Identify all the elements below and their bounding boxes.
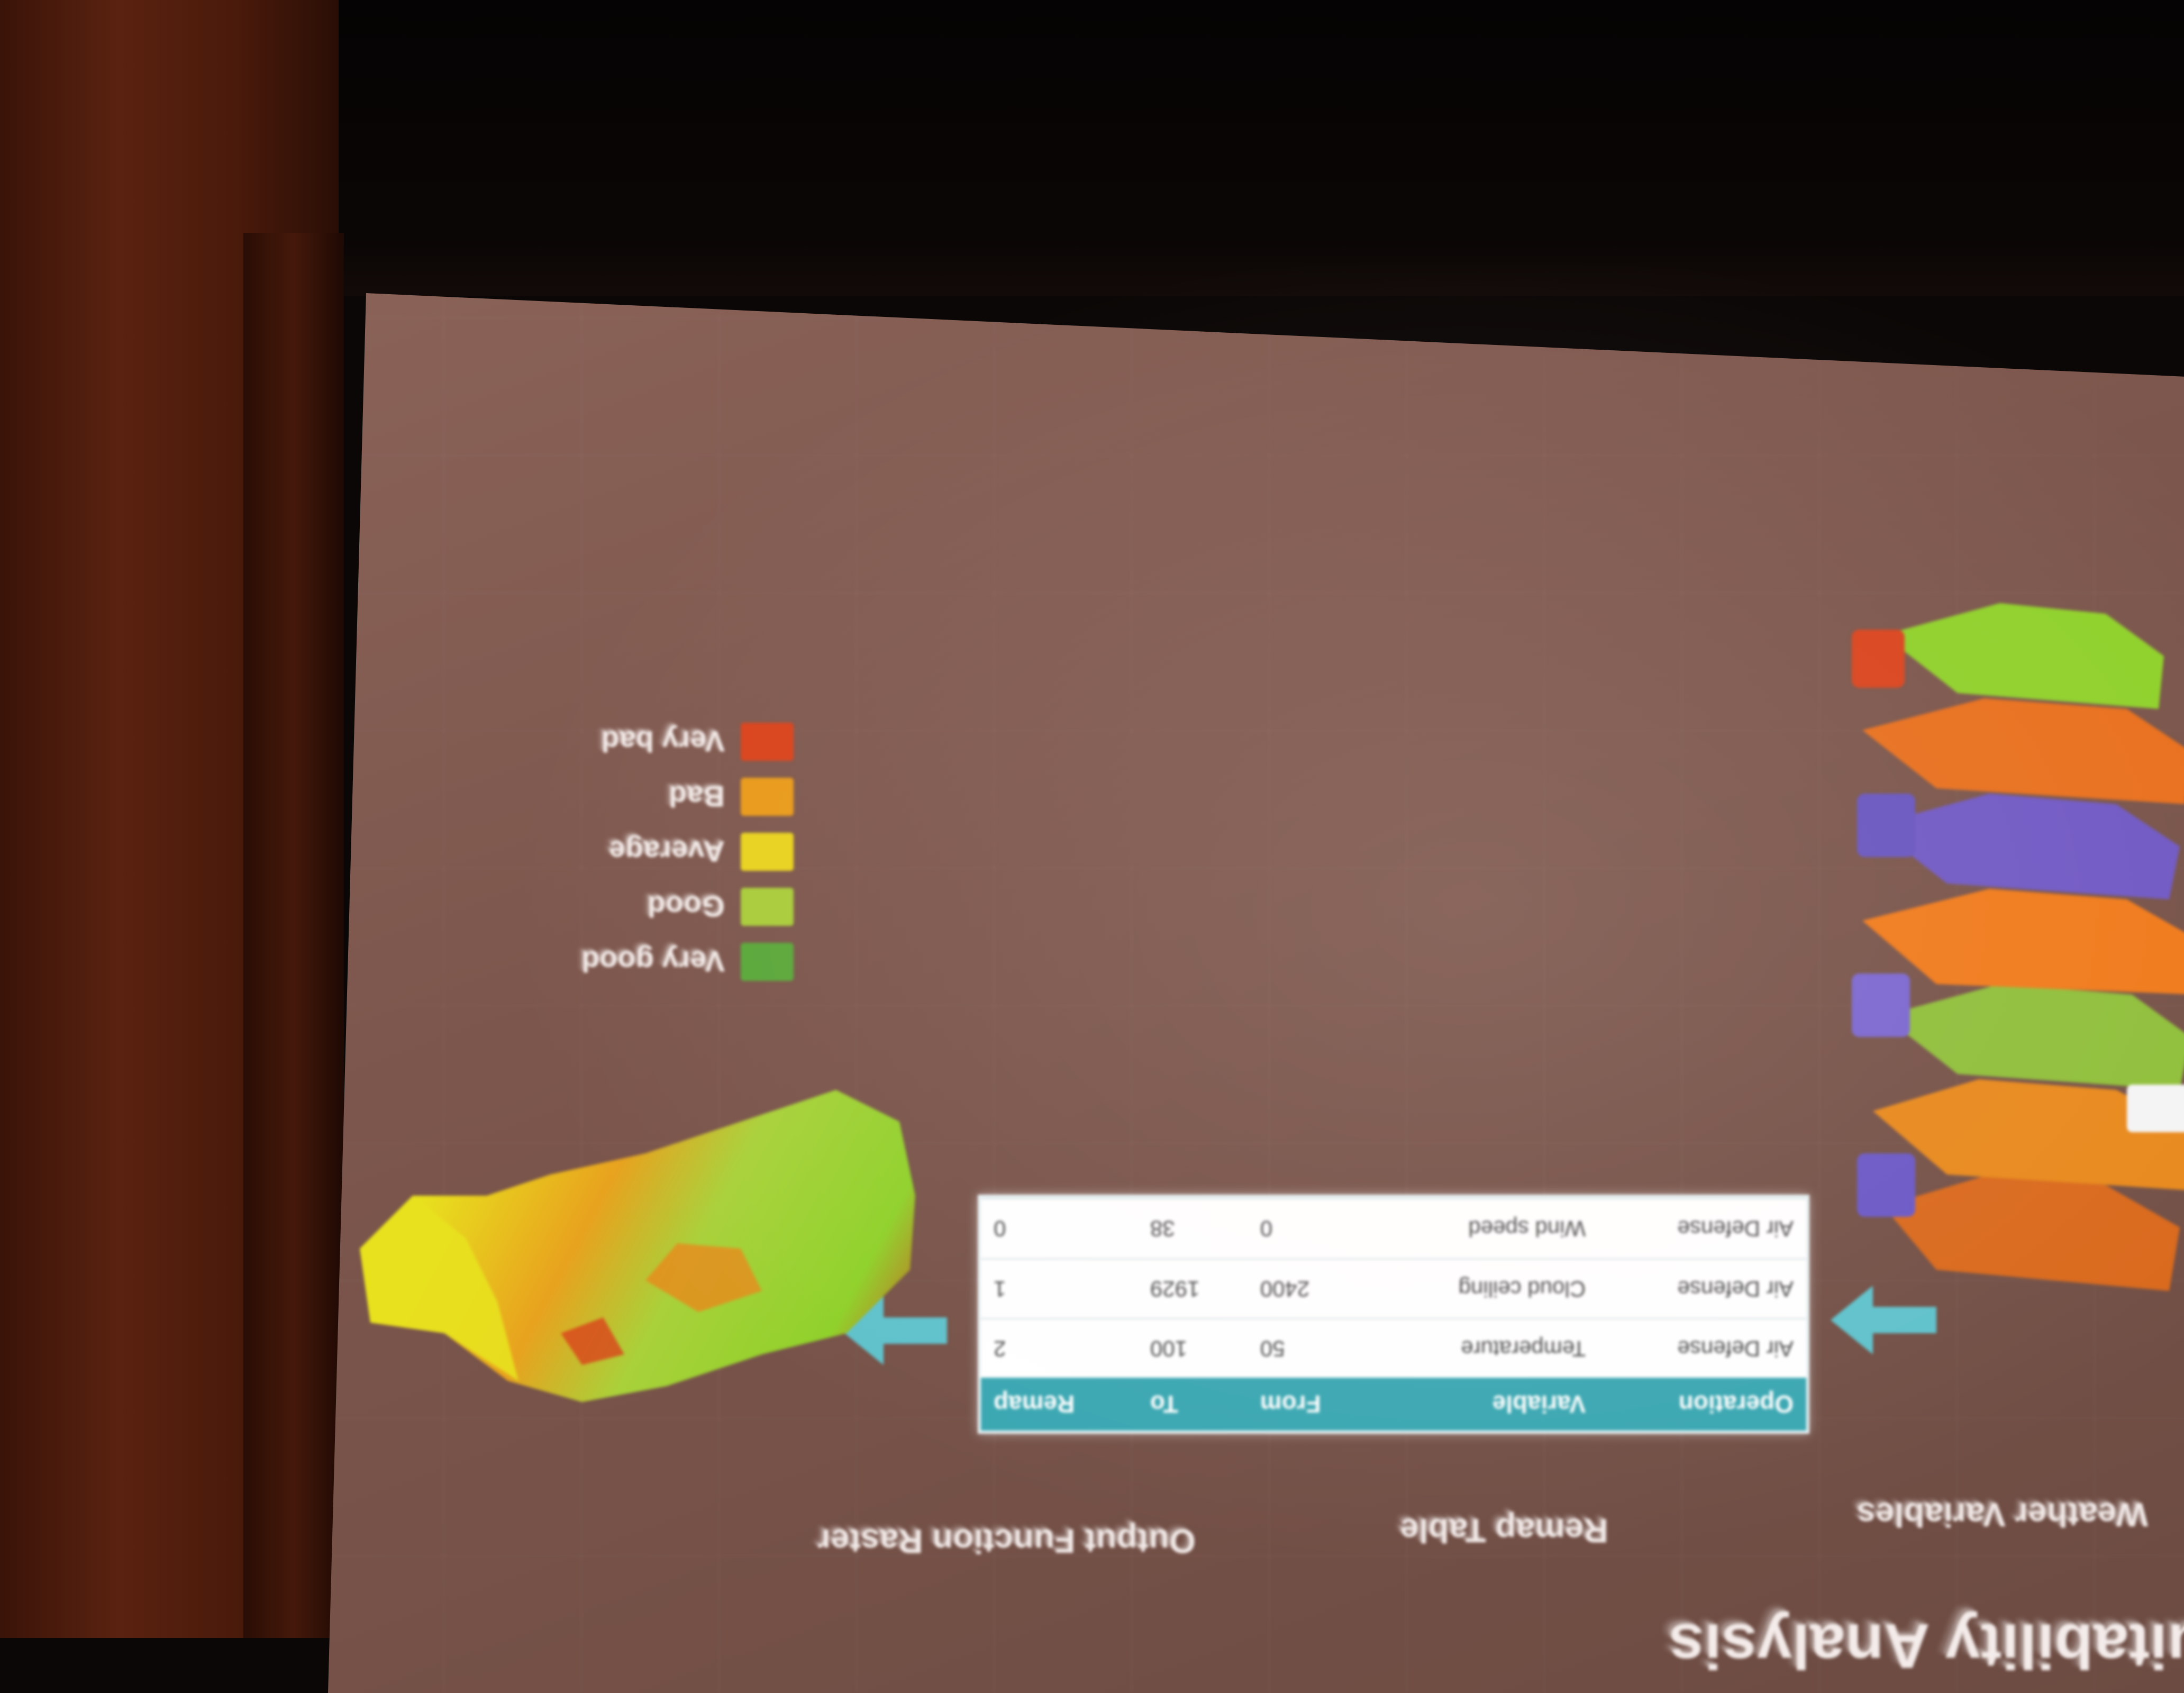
cell-variable: Temperature [1374, 1318, 1599, 1378]
legend-item: Bad [581, 769, 794, 824]
remap-table: Operation Variable From To Remap Air Def… [978, 1195, 1809, 1434]
weather-variables-label: Weather Variables [1857, 1496, 2148, 1534]
legend-item: Very bad [581, 714, 794, 769]
remap-table-grid: Operation Variable From To Remap Air Def… [981, 1198, 1806, 1431]
cell-to: 38 [1137, 1198, 1248, 1259]
legend-swatch [741, 778, 794, 816]
raster-layer [1852, 603, 2184, 1291]
cell-from: 0 [1247, 1198, 1375, 1259]
column-variable: Variable [1374, 1378, 1599, 1431]
column-operation: Operation [1598, 1378, 1806, 1431]
table-row: Air Defense Temperature 50 100 2 [981, 1318, 1806, 1378]
cell-variable: Wind speed [1374, 1198, 1599, 1259]
legend-item: Good [581, 879, 794, 934]
cell-remap: 2 [981, 1318, 1138, 1378]
legend-label: Average [609, 835, 725, 869]
arrow-to-table [1831, 1286, 1936, 1354]
table-row: Air Defense Wind speed 0 38 0 [981, 1198, 1806, 1259]
legend: Very good Good Average Bad Very bad [581, 714, 794, 989]
cell-remap: 1 [981, 1259, 1138, 1319]
legend-label: Good [647, 890, 725, 924]
slide: Suitability Analysis Weather Variables R… [328, 293, 2184, 1693]
cell-to: 100 [1137, 1318, 1248, 1378]
slide-title: Suitability Analysis [1669, 1610, 2184, 1681]
legend-swatch [741, 833, 794, 871]
cell-operation: Air Defense [1598, 1198, 1806, 1259]
projection-screen: Suitability Analysis Weather Variables R… [328, 293, 2184, 1693]
legend-item: Average [581, 824, 794, 879]
cell-from: 50 [1247, 1318, 1375, 1378]
cell-from: 2400 [1247, 1259, 1375, 1319]
table-header-row: Operation Variable From To Remap [981, 1378, 1806, 1431]
cell-operation: Air Defense [1598, 1318, 1806, 1378]
cell-remap: 0 [981, 1198, 1138, 1259]
remap-table-label: Remap Table [1400, 1512, 1608, 1550]
legend-item: Very good [581, 934, 794, 989]
legend-swatch [741, 888, 794, 926]
column-from: From [1247, 1378, 1375, 1431]
legend-swatch [741, 943, 794, 981]
output-function-raster [360, 1090, 915, 1402]
arrow-to-output [841, 1296, 947, 1365]
cell-variable: Cloud ceiling [1374, 1259, 1599, 1319]
ceiling-shadow [0, 0, 2184, 296]
output-raster-label: Output Function Raster [817, 1522, 1196, 1560]
legend-label: Very good [581, 945, 725, 979]
column-to: To [1137, 1378, 1248, 1431]
column-remap: Remap [981, 1378, 1138, 1431]
legend-swatch [741, 723, 794, 761]
table-row: Air Defense Cloud ceiling 2400 1929 1 [981, 1259, 1806, 1319]
cell-operation: Air Defense [1598, 1259, 1806, 1319]
cell-to: 1929 [1137, 1259, 1248, 1319]
wall-pillar [243, 233, 344, 1638]
legend-label: Bad [669, 780, 725, 814]
weather-variables-rasters [1852, 603, 2184, 1291]
legend-label: Very bad [601, 725, 725, 759]
